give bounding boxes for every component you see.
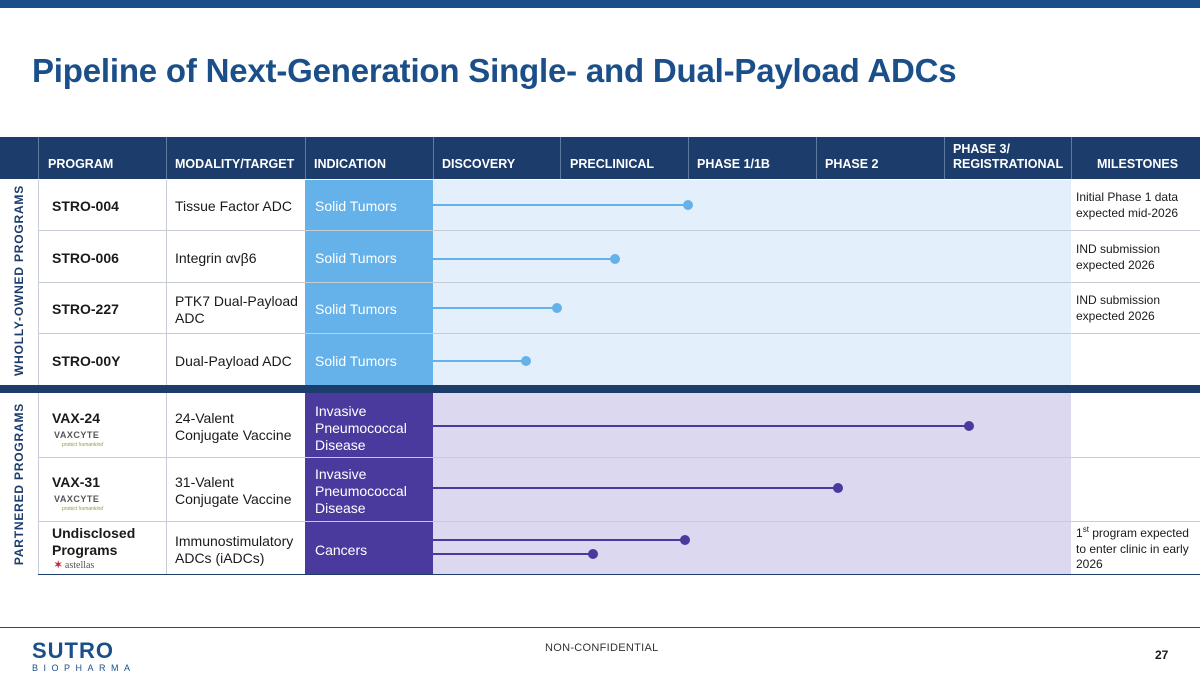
header-milestones: MILESTONES xyxy=(1097,157,1179,171)
page-number: 27 xyxy=(1155,648,1169,662)
partnered-indication-bg xyxy=(305,393,433,575)
header-divider xyxy=(433,137,434,179)
section-label-wholly-owned: WHOLLY-OWNED PROGRAMS xyxy=(12,184,26,376)
modality: Immunostimulatory ADCs (iADCs) xyxy=(175,533,294,566)
milestone-prefix: 1 xyxy=(1076,526,1083,540)
program-name: STRO-004 xyxy=(52,198,119,214)
header-divider xyxy=(560,137,561,179)
indication: Cancers xyxy=(315,542,368,558)
top-accent-bar xyxy=(0,0,1200,8)
milestone-rest: program expected to enter clinic in earl… xyxy=(1076,526,1189,571)
section-divider-band xyxy=(0,385,1200,393)
vaxcyte-logo: VAXCYTE protect humankind xyxy=(54,430,103,450)
header-phase2: PHASE 2 xyxy=(825,157,879,171)
milestone: IND submission expected 2026 xyxy=(1076,293,1161,323)
progress-marker xyxy=(609,254,620,264)
header-divider xyxy=(166,137,167,179)
program-name-line2: Programs xyxy=(52,542,118,558)
table-header: PROGRAM MODALITY/TARGET INDICATION DISCO… xyxy=(0,137,1200,179)
astellas-star-icon: ✶ xyxy=(54,560,63,571)
header-phase1: PHASE 1/1B xyxy=(697,157,770,171)
progress-marker xyxy=(680,535,690,545)
header-phase3-line1: PHASE 3/ xyxy=(953,142,1010,156)
column-divider xyxy=(38,180,39,575)
modality: Dual-Payload ADC xyxy=(175,353,292,369)
vaxcyte-logo-text: VAXCYTE xyxy=(54,430,100,440)
indication: Solid Tumors xyxy=(315,353,397,369)
progress-bar xyxy=(433,425,969,427)
progress-marker xyxy=(833,483,844,493)
header-phase3: PHASE 3/ REGISTRATIONAL xyxy=(953,142,1063,172)
vaxcyte-tagline: protect humankind xyxy=(62,506,104,512)
header-divider xyxy=(305,137,306,179)
vaxcyte-logo: VAXCYTE protect humankind xyxy=(54,494,103,514)
milestone: 1st program expected to enter clinic in … xyxy=(1076,526,1200,573)
progress-marker xyxy=(683,200,694,210)
progress-bar xyxy=(433,307,558,309)
header-indication: INDICATION xyxy=(314,157,386,171)
modality: 31-Valent Conjugate Vaccine xyxy=(175,474,292,507)
header-divider xyxy=(944,137,945,179)
program-name: STRO-006 xyxy=(52,250,119,266)
classification-label: NON-CONFIDENTIAL xyxy=(545,642,659,654)
page-title: Pipeline of Next-Generation Single- and … xyxy=(32,52,957,89)
sutro-logo: SUTRO BIOPHARMA xyxy=(32,640,136,674)
progress-marker xyxy=(963,421,974,431)
program-name: VAX-24 xyxy=(52,410,100,426)
progress-bar xyxy=(433,553,593,555)
row-separator xyxy=(38,574,1200,575)
logo-main-text: SUTRO xyxy=(32,638,114,663)
header-divider xyxy=(38,137,39,179)
header-divider xyxy=(1071,137,1072,179)
row-separator xyxy=(38,521,1200,522)
progress-bar xyxy=(433,204,689,206)
header-discovery: DISCOVERY xyxy=(442,157,516,171)
progress-bar xyxy=(433,258,615,260)
header-divider xyxy=(816,137,817,179)
vaxcyte-logo-text: VAXCYTE xyxy=(54,494,100,504)
progress-bar xyxy=(433,487,839,489)
partnered-track-bg xyxy=(433,393,1071,575)
program-name-line1: Undisclosed xyxy=(52,525,136,541)
modality: PTK7 Dual-Payload ADC xyxy=(175,293,298,326)
program-name: Undisclosed Programs xyxy=(52,525,135,559)
header-preclinical: PRECLINICAL xyxy=(570,157,655,171)
header-phase3-line2: REGISTRATIONAL xyxy=(953,157,1064,171)
astellas-logo: ✶ astellas xyxy=(54,560,94,571)
milestone: IND submission expected 2026 xyxy=(1076,242,1161,272)
astellas-logo-text: astellas xyxy=(64,560,95,571)
header-program: PROGRAM xyxy=(48,157,114,171)
progress-marker xyxy=(587,549,598,559)
modality: Tissue Factor ADC xyxy=(175,198,292,214)
logo-sub-text: BIOPHARMA xyxy=(32,663,136,673)
milestone: Initial Phase 1 data expected mid-2026 xyxy=(1076,190,1179,220)
indication: Solid Tumors xyxy=(315,198,397,214)
header-divider xyxy=(688,137,689,179)
program-name: VAX-31 xyxy=(52,474,100,490)
footer-line xyxy=(0,627,1200,628)
row-separator xyxy=(38,230,1200,231)
progress-bar xyxy=(433,360,526,362)
vaxcyte-tagline: protect humankind xyxy=(62,442,104,448)
progress-bar xyxy=(433,539,685,541)
row-separator xyxy=(38,333,1200,334)
indication: Solid Tumors xyxy=(315,250,397,266)
indication: Solid Tumors xyxy=(315,301,397,317)
program-name: STRO-227 xyxy=(52,301,119,317)
pipeline-table: PROGRAM MODALITY/TARGET INDICATION DISCO… xyxy=(0,137,1200,577)
progress-marker xyxy=(552,303,563,313)
section-label-partnered: PARTNERED PROGRAMS xyxy=(12,402,26,566)
modality: 24-Valent Conjugate Vaccine xyxy=(175,410,292,443)
header-modality: MODALITY/TARGET xyxy=(175,157,295,171)
row-separator xyxy=(38,457,1200,458)
column-divider xyxy=(166,393,167,575)
milestone-sup: st xyxy=(1082,525,1089,534)
progress-marker xyxy=(520,356,531,366)
indication: Invasive Pneumococcal Disease xyxy=(315,403,407,453)
indication: Invasive Pneumococcal Disease xyxy=(315,466,407,516)
modality: Integrin αvβ6 xyxy=(175,250,257,266)
program-name: STRO-00Y xyxy=(52,353,121,369)
row-separator xyxy=(38,282,1200,283)
